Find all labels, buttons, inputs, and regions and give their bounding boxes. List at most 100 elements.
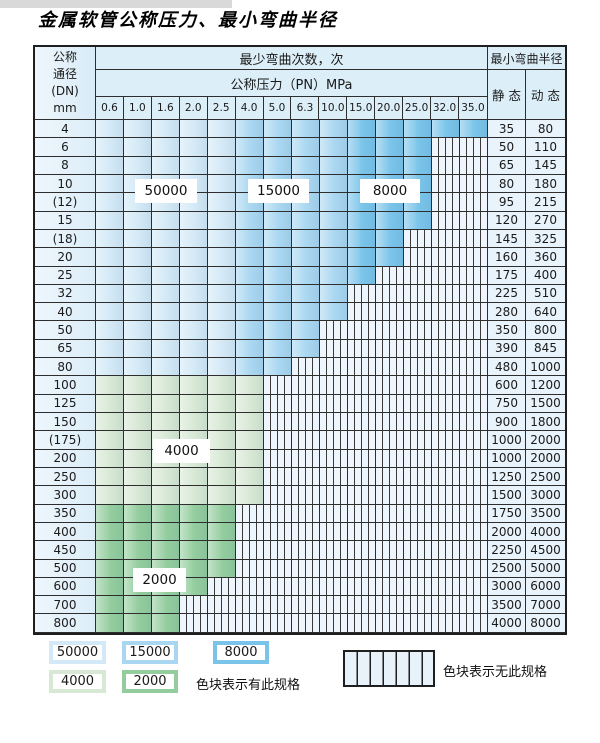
spec-cell: [152, 376, 180, 395]
spec-cell: [180, 486, 208, 505]
static-radius-cell: 35: [488, 120, 526, 139]
spec-cell: [124, 431, 152, 450]
table-row: 40 280 640: [35, 303, 565, 322]
static-radius-cell: 1000: [488, 449, 526, 468]
spec-cell: [180, 504, 208, 523]
spec-cell: [208, 486, 236, 505]
no-spec-cell: [376, 559, 404, 578]
no-spec-cell: [432, 376, 460, 395]
dn-cell: (175): [35, 431, 96, 450]
dn-cell: 600: [35, 577, 96, 597]
spec-cell: [236, 449, 264, 468]
spec-cell: [96, 266, 124, 285]
dynamic-radius-cell: 5000: [526, 559, 565, 578]
dn-cell: 700: [35, 596, 96, 615]
no-spec-cell: [460, 522, 488, 542]
legend-swatch-4000: 4000: [49, 670, 106, 693]
header-nominal-pressure: 公称压力（PN）MPa: [96, 70, 487, 97]
dn-cell: 250: [35, 467, 96, 487]
no-spec-cell: [404, 229, 432, 249]
spec-cell: [124, 504, 152, 523]
no-spec-cell: [404, 467, 432, 487]
no-spec-cell: [376, 522, 404, 542]
no-spec-cell: [460, 156, 488, 175]
no-spec-cell: [348, 284, 376, 304]
static-radius-cell: 600: [488, 376, 526, 395]
no-spec-cell: [432, 229, 460, 249]
spec-cell: [152, 394, 180, 413]
spec-cell: [152, 138, 180, 157]
pressure-radius-table: 公称 通径 (DN) mm 最少弯曲次数，次 公称压力（PN）MPa 0.6 1.0 1.…: [33, 45, 567, 635]
spec-cell: [152, 339, 180, 359]
spec-cell: [124, 522, 152, 542]
static-radius-cell: 1500: [488, 486, 526, 505]
no-spec-cell: [460, 229, 488, 249]
no-spec-cell: [236, 504, 264, 523]
table-row: 100 600 1200: [35, 376, 565, 395]
no-spec-cell: [320, 413, 348, 432]
spec-cell: [292, 138, 320, 157]
spec-cell: [348, 138, 376, 157]
spec-cell: [236, 156, 264, 175]
no-spec-cell: [320, 486, 348, 505]
no-spec-cell: [460, 486, 488, 505]
spec-cell: [180, 284, 208, 304]
spec-cell: [96, 303, 124, 322]
header-dynamic: 动 态: [531, 88, 560, 103]
spec-cell: [292, 266, 320, 285]
header-dn-line: mm: [53, 101, 77, 115]
no-spec-cell: [460, 303, 488, 322]
spec-cell: [124, 358, 152, 377]
no-spec-cell: [376, 394, 404, 413]
no-spec-cell: [432, 266, 460, 285]
dn-cell: 800: [35, 614, 96, 633]
no-spec-cell: [404, 413, 432, 432]
table-row: 300 1500 3000: [35, 486, 565, 505]
static-radius-cell: 1000: [488, 431, 526, 450]
no-spec-cell: [320, 467, 348, 487]
pressure-tick: 35.0: [461, 102, 485, 114]
no-spec-cell: [208, 614, 236, 633]
no-spec-cell: [460, 431, 488, 450]
table-row: 200 1000 2000: [35, 449, 565, 468]
spec-cell: [208, 156, 236, 175]
no-spec-cell: [236, 596, 264, 615]
no-spec-cell: [432, 284, 460, 304]
no-spec-cell: [348, 541, 376, 560]
static-radius-cell: 175: [488, 266, 526, 285]
header-min-bend-radius: 最小弯曲半径: [488, 47, 565, 70]
no-spec-cell: [460, 174, 488, 194]
no-spec-cell: [292, 559, 320, 578]
spec-cell: [180, 467, 208, 487]
spec-cell: [208, 467, 236, 487]
no-spec-cell: [432, 156, 460, 175]
table-row: 125 750 1500: [35, 394, 565, 413]
no-spec-cell: [376, 339, 404, 359]
no-spec-cell: [432, 431, 460, 450]
spec-cell: [320, 303, 348, 322]
spec-cell: [208, 266, 236, 285]
spec-cell: [208, 174, 236, 194]
table-row: 80 480 1000: [35, 358, 565, 377]
spec-cell: [96, 413, 124, 432]
spec-cell: [180, 138, 208, 157]
no-spec-cell: [432, 174, 460, 194]
dynamic-radius-cell: 270: [526, 211, 565, 230]
no-spec-cell: [292, 614, 320, 633]
static-radius-cell: 4000: [488, 614, 526, 633]
spec-cell: [180, 358, 208, 377]
no-spec-cell: [376, 431, 404, 450]
dn-cell: 300: [35, 486, 96, 505]
no-spec-cell: [348, 303, 376, 322]
static-radius-cell: 280: [488, 303, 526, 322]
no-spec-cell: [292, 522, 320, 542]
dynamic-radius-cell: 4000: [526, 522, 565, 542]
spec-cell: [264, 358, 292, 377]
spec-cell: [208, 303, 236, 322]
spec-cell: [236, 486, 264, 505]
no-spec-cell: [320, 376, 348, 395]
header-pressure-ticks: 0.6 1.0 1.6 2.0 2.5 4.0 5.0 6.3 10.0 15.0 20.0 25.0…: [96, 97, 487, 120]
header-static-dynamic: 静 态 动 态: [488, 70, 565, 120]
static-radius-cell: 160: [488, 248, 526, 267]
spec-cell: [208, 504, 236, 523]
